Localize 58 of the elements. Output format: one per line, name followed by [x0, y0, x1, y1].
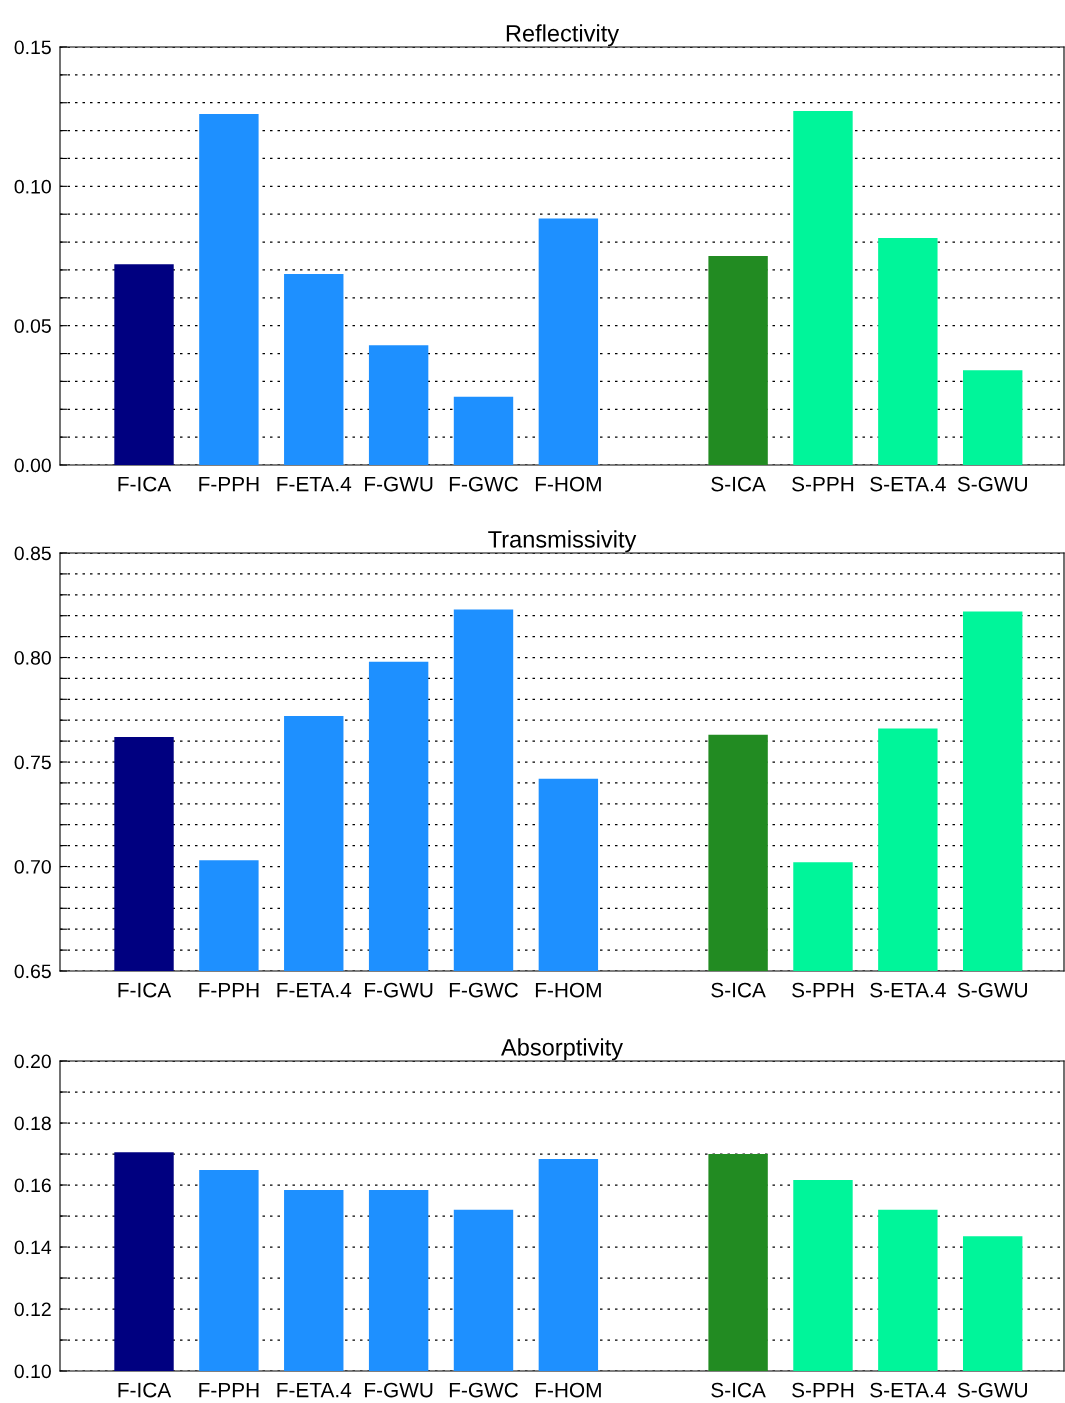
x-tick-label: S-GWU [957, 1382, 1027, 1398]
x-tick-label: F-PPH [199, 476, 259, 492]
x-tick-label: F-GWC [449, 476, 518, 492]
x-tick-label: F-GWC [449, 982, 518, 998]
x-tick-label: F-HOM [535, 476, 601, 492]
x-tick-label: S-ICA [711, 982, 766, 998]
x-tick-label: F-HOM [535, 982, 601, 998]
y-tick-label: 0.65 [14, 964, 51, 979]
y-tick-label: 0.18 [14, 1116, 51, 1131]
x-tick-label: S-ICA [711, 1382, 766, 1398]
bar [284, 274, 344, 465]
x-tick-label: S-ETA.4 [870, 1382, 946, 1398]
chart-title: Absorptivity [501, 1038, 623, 1061]
x-tick-label: F-ICA [118, 476, 172, 492]
bar [963, 370, 1023, 465]
y-tick-label: 0.70 [14, 859, 51, 874]
x-tick-label: S-PPH [792, 476, 854, 492]
x-tick-label: F-ETA.4 [277, 476, 352, 492]
x-tick-label: F-GWU [365, 982, 433, 998]
y-tick-label: 0.10 [14, 179, 51, 194]
x-tick-label: S-ETA.4 [870, 982, 946, 998]
x-tick-label: F-HOM [535, 1382, 601, 1398]
y-tick-label: 0.20 [14, 1054, 51, 1069]
x-tick-label: S-GWU [957, 982, 1027, 998]
y-tick-label: 0.75 [14, 755, 51, 770]
x-tick-label: F-GWC [449, 1382, 518, 1398]
x-tick-label: F-ETA.4 [277, 982, 352, 998]
bar [114, 264, 174, 465]
y-tick-label: 0.05 [14, 319, 51, 333]
chart-title: Reflectivity [506, 24, 620, 47]
x-tick-label: F-PPH [199, 982, 259, 998]
bar [538, 218, 599, 465]
x-tick-label: S-ETA.4 [870, 476, 946, 492]
y-tick-label: 0.15 [14, 40, 51, 55]
bar [199, 113, 259, 465]
y-tick-label: 0.10 [14, 1364, 51, 1379]
y-tick-label: 0.12 [14, 1302, 51, 1317]
y-tick-label: 0.14 [14, 1240, 52, 1255]
bar [368, 345, 429, 465]
y-tick-label: 0.80 [14, 650, 51, 665]
chart-title: Transmissivity [488, 530, 637, 553]
x-tick-label: F-GWU [365, 476, 433, 492]
y-tick-label: 0.16 [14, 1178, 51, 1193]
bar [793, 111, 853, 465]
x-tick-label: S-PPH [792, 982, 854, 998]
x-tick-label: F-ICA [118, 1382, 172, 1398]
x-tick-label: F-PPH [199, 1382, 259, 1398]
y-tick-label: 0.85 [14, 546, 51, 561]
x-tick-label: F-GWU [365, 1382, 433, 1398]
x-tick-label: S-GWU [957, 476, 1027, 492]
x-tick-label: S-ICA [711, 476, 766, 492]
x-tick-label: F-ETA.4 [277, 1382, 352, 1398]
x-tick-label: F-ICA [118, 982, 172, 998]
x-tick-label: S-PPH [792, 1382, 854, 1398]
bar [453, 396, 514, 465]
bar [878, 237, 938, 465]
y-tick-label: 0.00 [14, 458, 51, 473]
bar [708, 256, 768, 465]
